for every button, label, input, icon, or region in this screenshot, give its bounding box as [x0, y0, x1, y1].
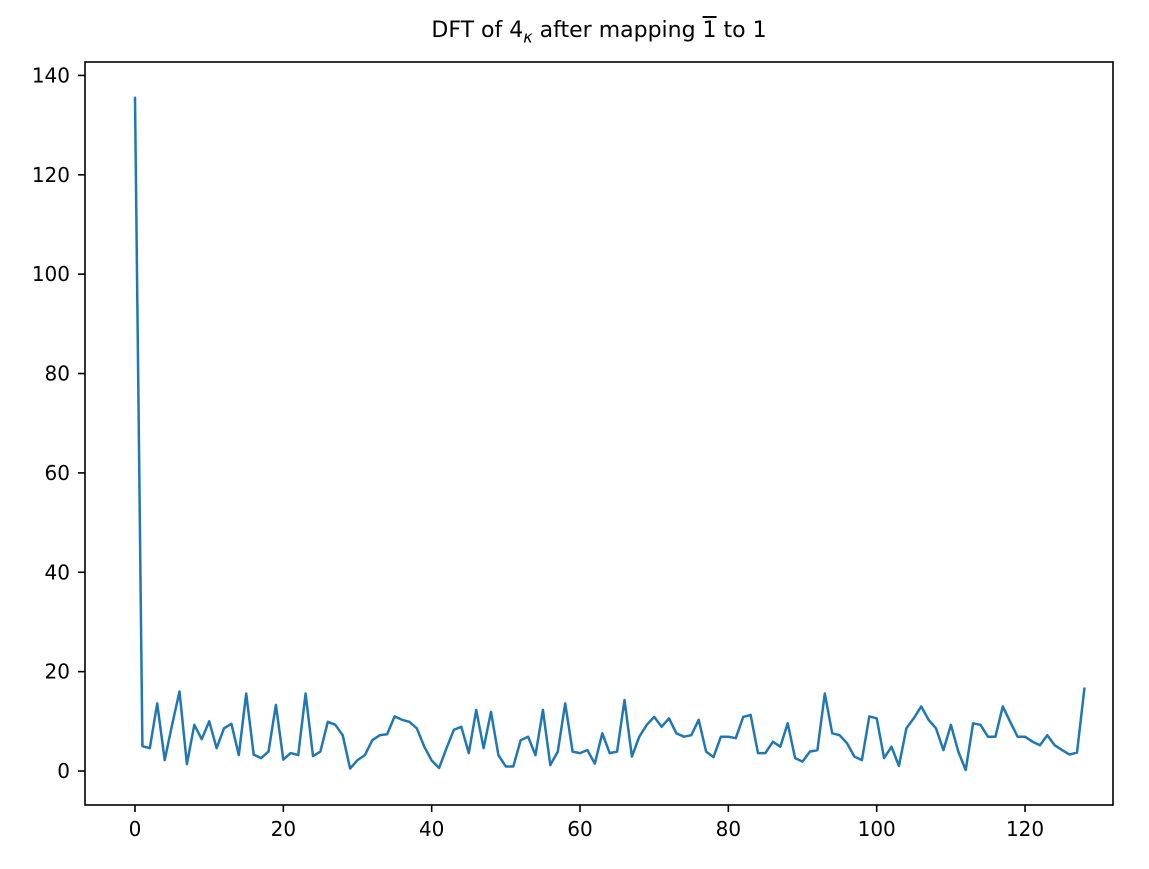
x-tick-label: 80	[716, 817, 741, 841]
y-tick-label: 0	[57, 759, 70, 783]
title-suffix: to 1	[716, 18, 767, 43]
y-tick-label: 140	[32, 63, 70, 87]
y-tick-label: 40	[45, 560, 70, 584]
data-line	[133, 96, 1086, 772]
title-prefix: DFT of 4	[431, 18, 524, 43]
x-tick-label: 60	[567, 817, 592, 841]
x-tick-label: 0	[129, 817, 142, 841]
x-tick-label: 40	[419, 817, 444, 841]
y-tick-label: 20	[45, 660, 70, 684]
y-tick-label: 100	[32, 262, 70, 286]
x-tick-label: 20	[271, 817, 296, 841]
y-tick-label: 80	[45, 362, 70, 386]
y-tick-label: 120	[32, 163, 70, 187]
x-tick-label: 100	[858, 817, 896, 841]
y-tick-label: 60	[45, 461, 70, 485]
title-overbar-one: 1	[702, 18, 717, 43]
x-tick-label: 120	[1006, 817, 1044, 841]
title-kappa-subscript: κ	[523, 27, 533, 47]
title-middle: after mapping	[532, 18, 703, 43]
chart-title: DFT of 4κ after mapping 1 to 1	[85, 18, 1113, 46]
axes-spines	[84, 61, 1114, 806]
